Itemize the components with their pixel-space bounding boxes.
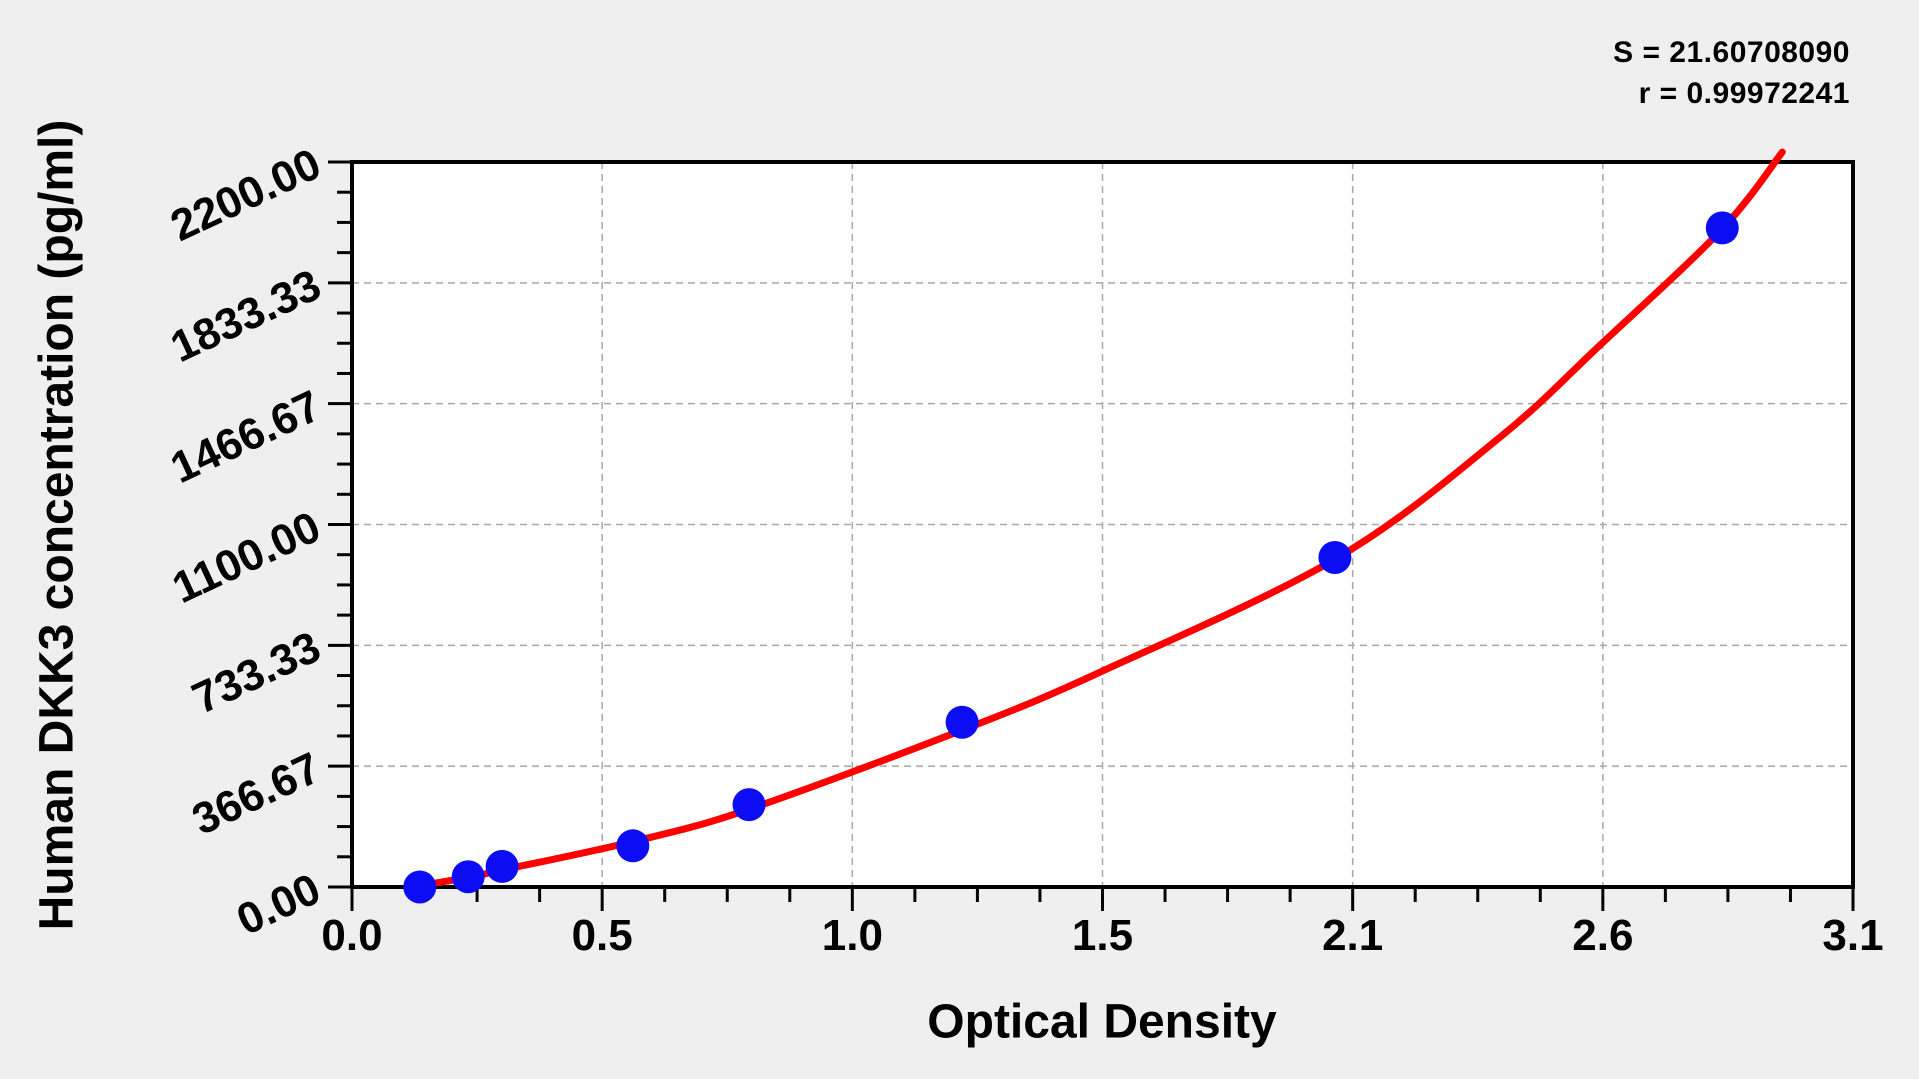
x-tick-label: 2.1 — [1322, 911, 1384, 960]
data-point — [485, 849, 519, 883]
data-point — [616, 829, 650, 863]
s-value: S = 21.60708090 — [1613, 36, 1850, 69]
x-tick-label: 3.1 — [1822, 911, 1884, 960]
fit-curve — [409, 148, 1786, 891]
data-point — [1705, 211, 1739, 245]
data-point — [403, 870, 437, 904]
x-tick-label: 1.5 — [1071, 911, 1134, 960]
data-point — [732, 788, 766, 822]
x-tick-label: 0.0 — [321, 911, 383, 960]
data-point — [1318, 540, 1352, 574]
plot-area-border — [350, 160, 1855, 889]
x-axis-title: Optical Density — [927, 995, 1277, 1049]
fit-statistics: S = 21.60708090 r = 0.99972241 — [1613, 32, 1850, 114]
data-point — [451, 860, 485, 894]
r-value: r = 0.99972241 — [1638, 77, 1850, 110]
x-tick-label: 1.0 — [821, 911, 883, 960]
y-axis-title: Human DKK3 concentration (pg/ml) — [30, 119, 84, 931]
x-tick-label: 2.6 — [1572, 911, 1634, 960]
data-point — [945, 705, 979, 739]
x-tick-label: 0.5 — [571, 911, 633, 960]
